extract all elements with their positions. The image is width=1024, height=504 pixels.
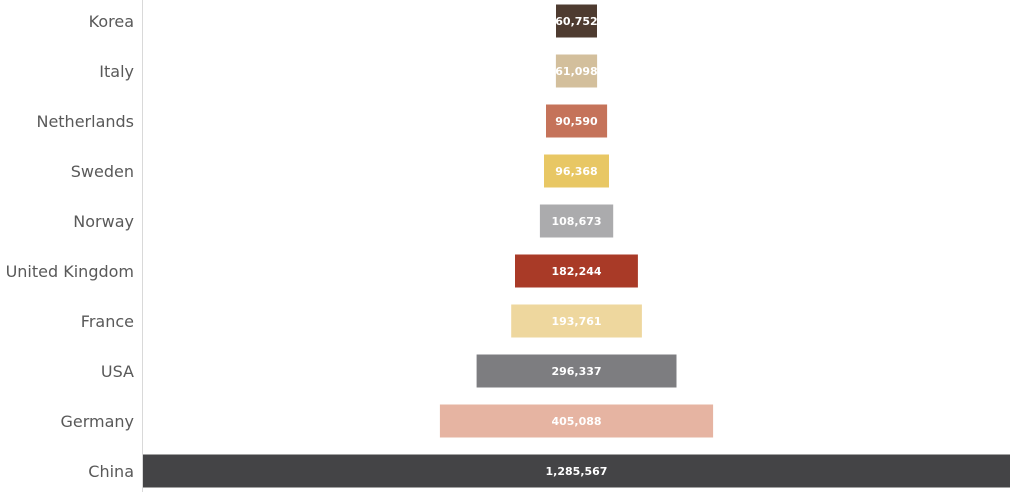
bar-usa — [476, 354, 677, 388]
category-label-united-kingdom: United Kingdom — [6, 262, 134, 281]
category-label-korea: Korea — [89, 12, 134, 31]
bar-netherlands — [546, 104, 608, 138]
bar-norway — [539, 204, 614, 238]
bar-united-kingdom — [515, 254, 638, 288]
category-label-germany: Germany — [60, 412, 134, 431]
bars-group: 60,752 61,098 90,590 96,368 108,673 182,244 19… — [143, 4, 1010, 488]
bar-italy — [555, 54, 598, 88]
value-label-china: 1,285,567 — [546, 465, 608, 478]
bar-china — [143, 454, 1010, 488]
category-label-norway: Norway — [73, 212, 134, 231]
value-label-germany: 405,088 — [551, 415, 601, 428]
bar-germany — [439, 404, 714, 438]
category-label-italy: Italy — [99, 62, 134, 81]
category-label-usa: USA — [101, 362, 134, 381]
value-label-usa: 296,337 — [551, 365, 601, 378]
value-label-netherlands: 90,590 — [555, 115, 598, 128]
value-label-united-kingdom: 182,244 — [551, 265, 601, 278]
category-label-sweden: Sweden — [71, 162, 134, 181]
value-label-norway: 108,673 — [551, 215, 601, 228]
category-label-netherlands: Netherlands — [36, 112, 134, 131]
category-labels-group: Korea Italy Netherlands Sweden Norway United … — [6, 12, 134, 481]
bar-sweden — [544, 154, 609, 188]
value-label-france: 193,761 — [551, 315, 601, 328]
value-label-korea: 60,752 — [555, 15, 597, 28]
value-label-italy: 61,098 — [555, 65, 597, 78]
category-label-france: France — [81, 312, 134, 331]
bar-france — [511, 304, 642, 338]
bar-korea — [556, 4, 597, 38]
value-label-sweden: 96,368 — [555, 165, 597, 178]
category-label-china: China — [88, 462, 134, 481]
